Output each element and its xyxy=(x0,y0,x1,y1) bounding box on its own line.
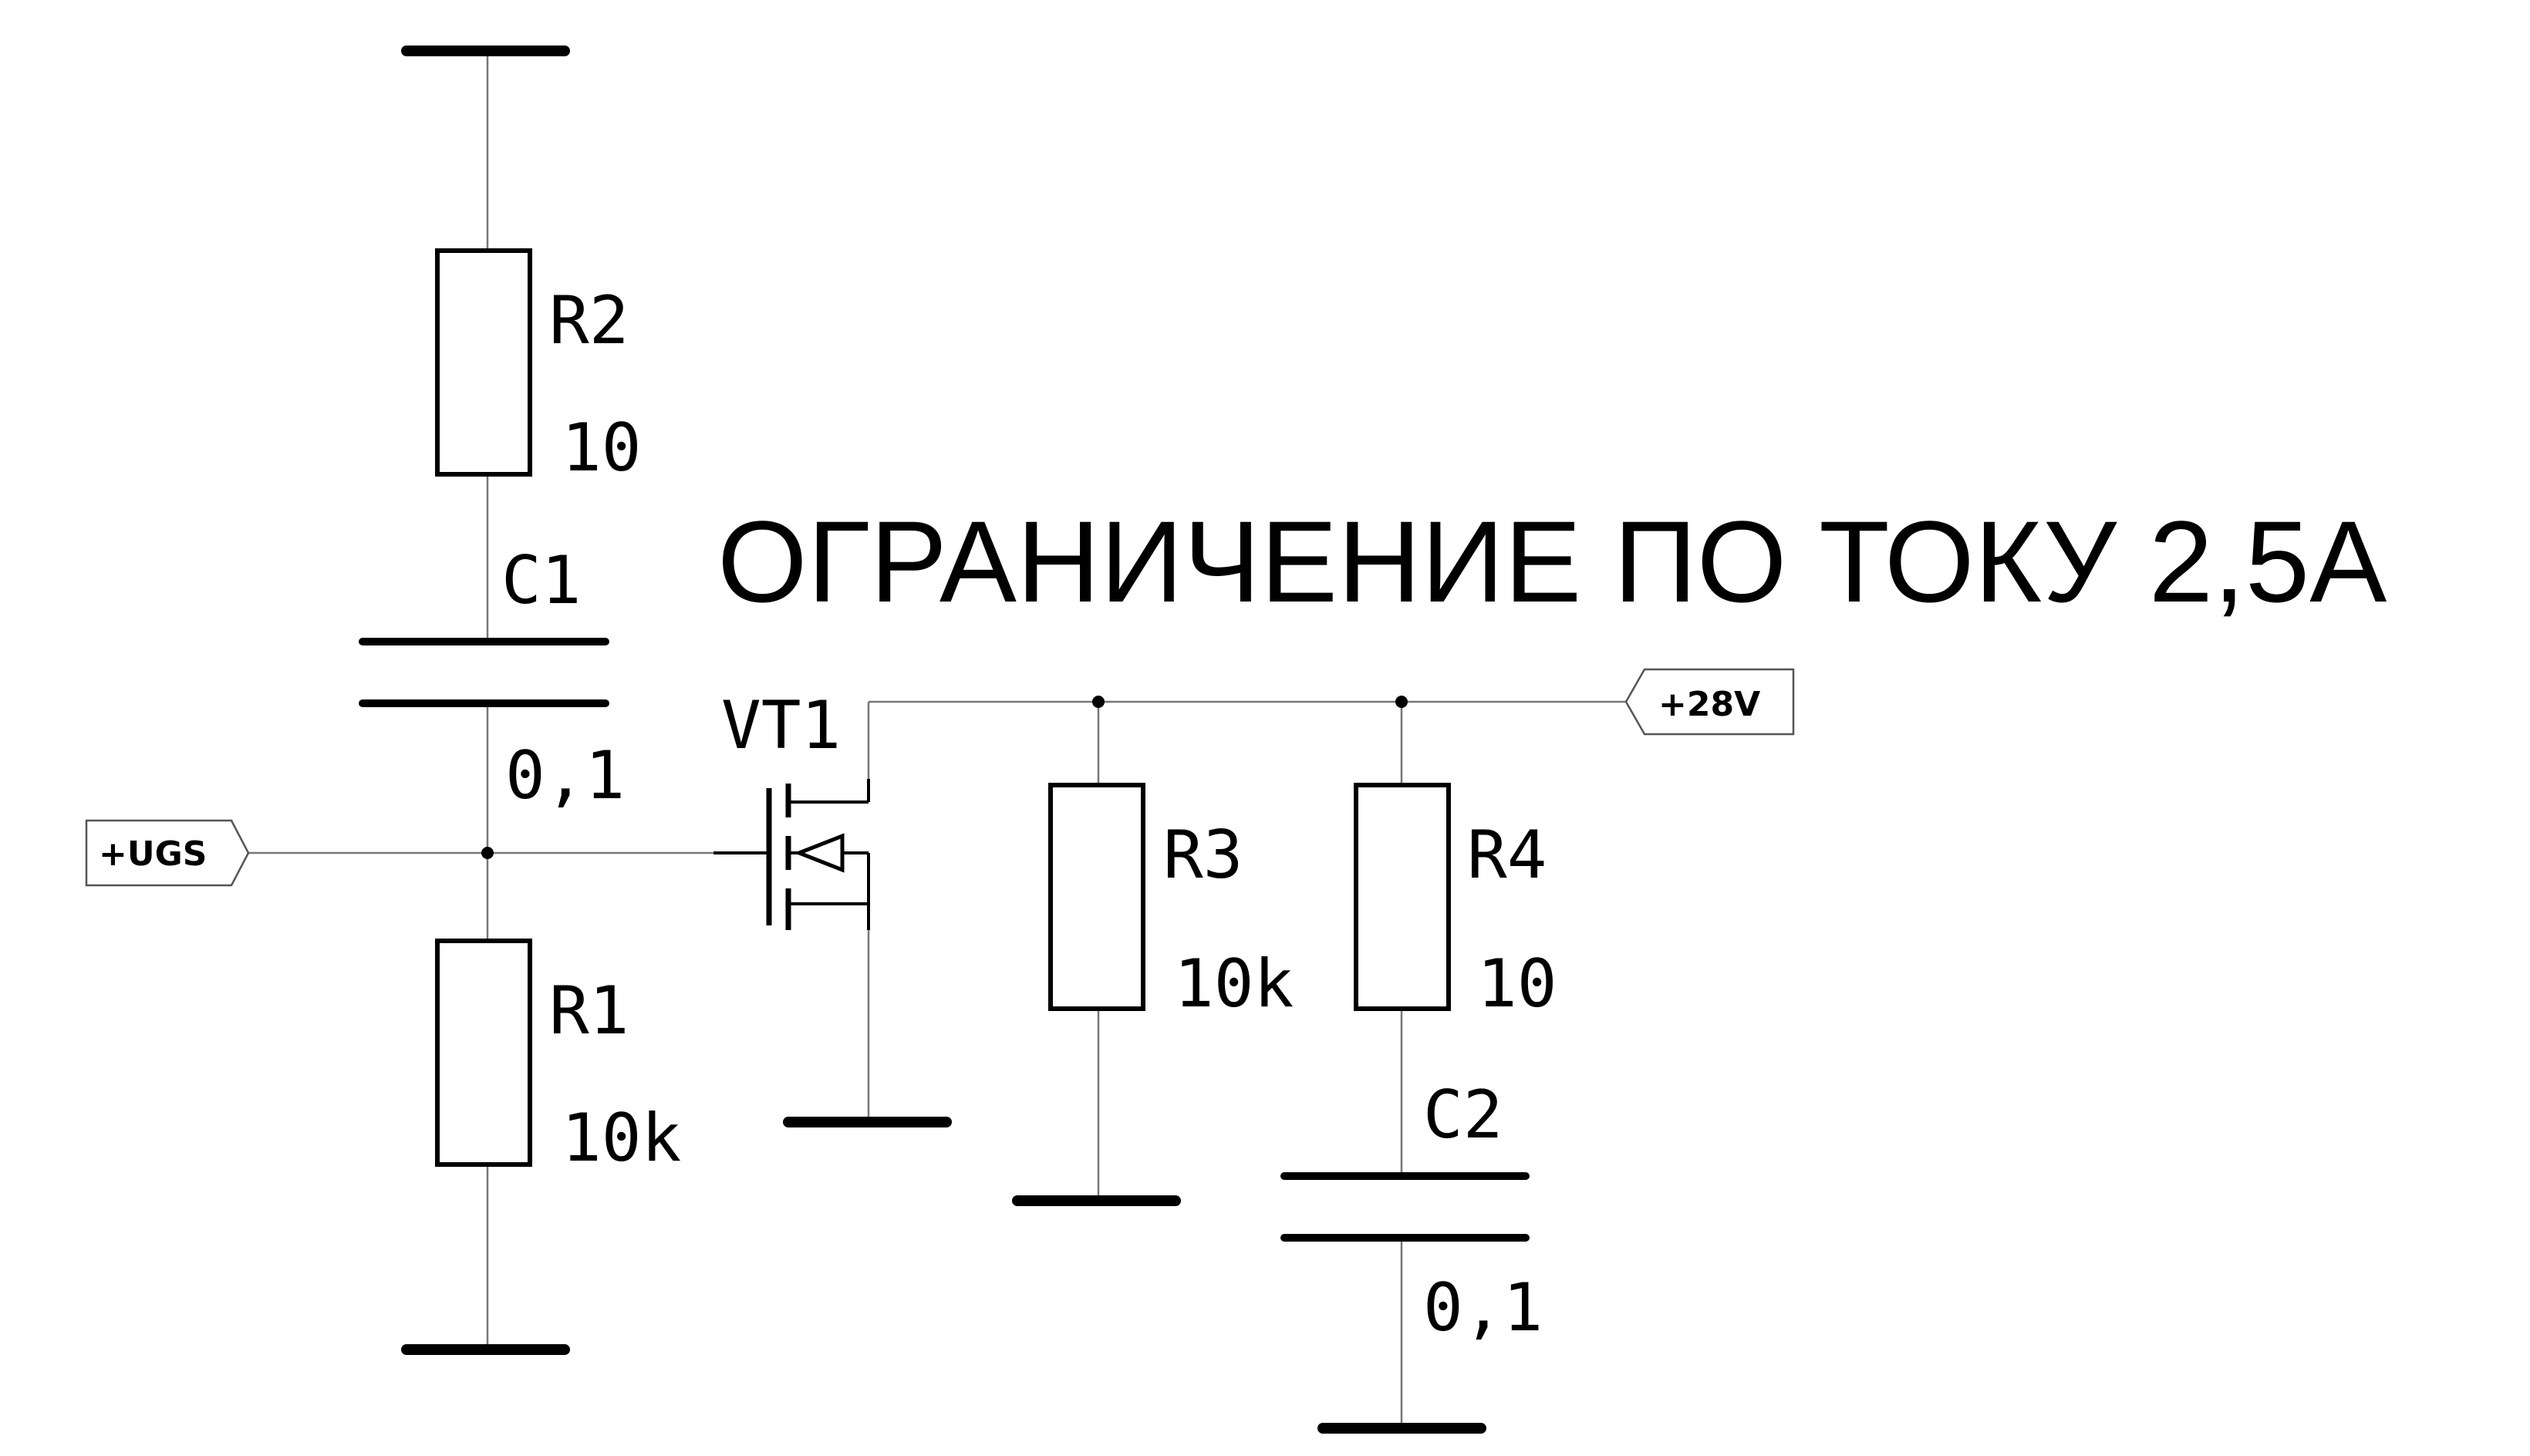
capacitor-c1 xyxy=(359,638,609,707)
label-r3-ref: R3 xyxy=(1163,817,1243,894)
label-r1-ref: R1 xyxy=(549,972,629,1050)
port-ugs-flag xyxy=(85,819,250,887)
label-vt1-ref: VT1 xyxy=(721,687,841,764)
label-c1-value: 0,1 xyxy=(505,737,625,814)
junction-rail-r4 xyxy=(1395,696,1408,708)
grounds xyxy=(401,46,1486,1434)
label-r4-ref: R4 xyxy=(1467,817,1547,894)
resistor-r2 xyxy=(435,248,532,477)
label-r4-value: 10 xyxy=(1477,945,1557,1023)
mosfet-arrow xyxy=(794,833,845,873)
label-r2-value: 10 xyxy=(562,410,642,487)
port-28v-flag xyxy=(1624,668,1795,736)
label-c2-ref: C2 xyxy=(1423,1077,1503,1154)
port-28v-label: +28V xyxy=(1658,685,1760,724)
label-r3-value: 10k xyxy=(1174,945,1294,1023)
diagram-title: ОГРАНИЧЕНИЕ ПО ТОКУ 2,5А xyxy=(717,497,2387,626)
label-c1-ref: C1 xyxy=(501,542,582,619)
component-labels: R2 10 C1 0,1 R1 10k VT1 R3 10k R4 10 C2 … xyxy=(501,282,1557,1346)
label-r2-ref: R2 xyxy=(549,282,629,359)
label-r1-value: 10k xyxy=(562,1100,681,1177)
wires xyxy=(247,51,1628,1427)
resistor-r1 xyxy=(435,939,532,1167)
capacitor-c2 xyxy=(1280,1172,1530,1242)
mosfet-vt1 xyxy=(713,779,870,930)
resistor-r4 xyxy=(1354,783,1451,1011)
port-ugs-label: +UGS xyxy=(99,834,207,874)
port-ugs: +UGS xyxy=(85,819,250,887)
port-28v: +28V xyxy=(1624,668,1795,736)
resistor-r3 xyxy=(1048,783,1145,1011)
junction-rail-r3 xyxy=(1092,696,1105,708)
junction-gate xyxy=(481,847,494,859)
label-c2-value: 0,1 xyxy=(1423,1269,1543,1346)
